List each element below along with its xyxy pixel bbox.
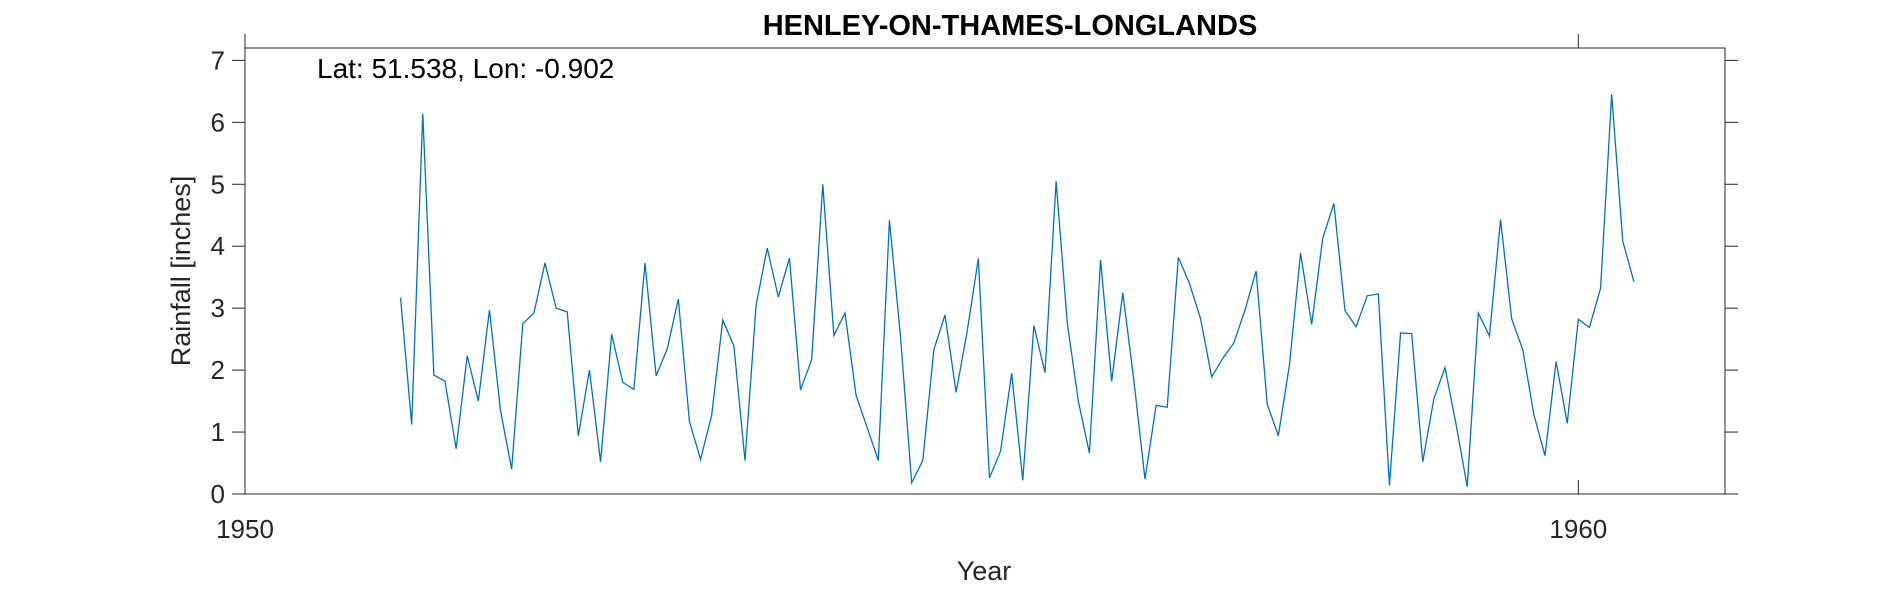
y-axis-label: Rainfall [inches]: [166, 176, 196, 367]
x-tick-label: 1960: [1549, 514, 1607, 544]
y-tick-label: 4: [211, 231, 225, 261]
x-axis-ticks: 1950 1960: [216, 34, 1607, 544]
y-tick-label: 7: [211, 45, 225, 75]
y-tick-label: 0: [211, 479, 225, 509]
plot-area-frame: [244, 47, 1726, 495]
x-tick-label: 1950: [216, 514, 274, 544]
y-tick-label: 1: [211, 417, 225, 447]
y-tick-label: 2: [211, 355, 225, 385]
y-tick-label: 5: [211, 169, 225, 199]
location-annotation: Lat: 51.538, Lon: -0.902: [317, 53, 614, 84]
series-group: [399, 94, 1635, 487]
rainfall-series-line: [399, 94, 1635, 487]
chart-title: HENLEY-ON-THAMES-LONGLANDS: [763, 10, 1258, 42]
y-tick-label: 3: [211, 293, 225, 323]
y-axis-ticks: 0 1 2 3 4 5 6 7: [211, 45, 1738, 509]
x-axis-label: Year: [957, 556, 1012, 586]
y-tick-label: 6: [211, 107, 225, 137]
